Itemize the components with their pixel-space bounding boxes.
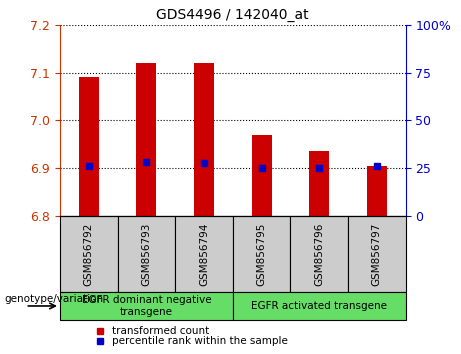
Bar: [252, 135, 272, 216]
Bar: [290, 216, 348, 292]
Text: GSM856794: GSM856794: [199, 222, 209, 286]
Bar: [60, 292, 233, 320]
Bar: [194, 63, 214, 216]
Bar: [348, 216, 406, 292]
Bar: [79, 77, 99, 216]
Text: GSM856793: GSM856793: [142, 222, 151, 286]
Bar: [60, 216, 118, 292]
Text: genotype/variation: genotype/variation: [5, 294, 104, 304]
Bar: [175, 216, 233, 292]
Text: GSM856797: GSM856797: [372, 222, 382, 286]
Text: GSM856795: GSM856795: [257, 222, 266, 286]
Bar: [367, 166, 387, 216]
Text: GSM856796: GSM856796: [314, 222, 324, 286]
Text: transformed count: transformed count: [112, 326, 209, 336]
Bar: [118, 216, 175, 292]
Bar: [309, 152, 329, 216]
Text: EGFR activated transgene: EGFR activated transgene: [251, 301, 387, 311]
Text: EGFR dominant negative
transgene: EGFR dominant negative transgene: [82, 295, 211, 317]
Bar: [233, 216, 290, 292]
Title: GDS4496 / 142040_at: GDS4496 / 142040_at: [156, 8, 309, 22]
Text: percentile rank within the sample: percentile rank within the sample: [112, 336, 288, 347]
Text: GSM856792: GSM856792: [84, 222, 94, 286]
Bar: [136, 63, 156, 216]
Bar: [233, 292, 406, 320]
